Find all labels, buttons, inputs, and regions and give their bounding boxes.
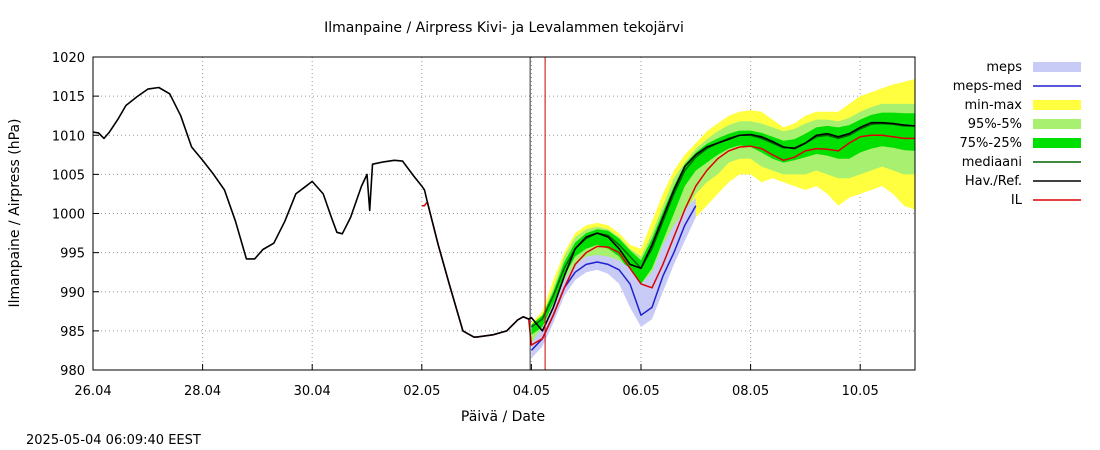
timestamp: 2025-05-04 06:09:40 EEST: [26, 433, 201, 448]
y-axis-title: Ilmanpaine / Airpress (hPa): [7, 119, 23, 308]
plot-frame: [93, 57, 915, 370]
y-tick-label: 980: [60, 364, 85, 379]
y-tick-label: 1015: [52, 90, 85, 105]
x-tick-label: 28.04: [184, 384, 221, 399]
series-hav-ref: [92, 86, 916, 338]
legend-label: 75%-25%: [960, 136, 1022, 151]
legend-swatch: [1033, 100, 1081, 110]
x-tick-label: 08.05: [732, 384, 769, 399]
y-tick-label: 1005: [52, 168, 85, 183]
chart-title: Ilmanpaine / Airpress Kivi- ja Levalamme…: [324, 20, 684, 36]
legend-label: Hav./Ref.: [965, 174, 1022, 189]
band-95-5: [531, 103, 915, 347]
legend-label: meps-med: [953, 79, 1022, 94]
x-tick-label: 10.05: [842, 384, 879, 399]
x-tick-label: 30.04: [294, 384, 331, 399]
legend-label: min-max: [964, 98, 1022, 113]
legend-label: IL: [1011, 193, 1023, 208]
x-axis-ticks: 26.04 28.04 30.04 02.05 04.05 06.05 08.05 10.05: [74, 364, 879, 399]
x-tick-label: 06.05: [622, 384, 659, 399]
x-tick-label: 02.05: [403, 384, 440, 399]
plot-area: [92, 56, 916, 371]
y-tick-label: 1010: [52, 129, 85, 144]
legend: meps meps-med min-max 95%-5% 75%-25% mediaani…: [953, 60, 1081, 208]
legend-label: meps: [986, 60, 1022, 75]
legend-label: 95%-5%: [968, 117, 1022, 132]
legend-swatch: [1033, 62, 1081, 72]
legend-swatch: [1033, 138, 1081, 148]
y-tick-label: 1020: [52, 51, 85, 66]
band-meps: [531, 197, 696, 359]
legend-label: mediaani: [962, 155, 1022, 170]
x-tick-label: 26.04: [74, 384, 111, 399]
y-tick-label: 995: [60, 247, 85, 262]
y-tick-label: 1000: [52, 208, 85, 223]
y-tick-label: 985: [60, 325, 85, 340]
y-tick-label: 990: [60, 286, 85, 301]
series-lines: [92, 57, 916, 370]
x-tick-label: 04.05: [513, 384, 550, 399]
x-axis-title: Päivä / Date: [461, 409, 545, 425]
legend-swatch: [1033, 119, 1081, 129]
y-axis-ticks: 980 985 990 995 1000 1005 1010 1015 1020: [52, 51, 99, 379]
